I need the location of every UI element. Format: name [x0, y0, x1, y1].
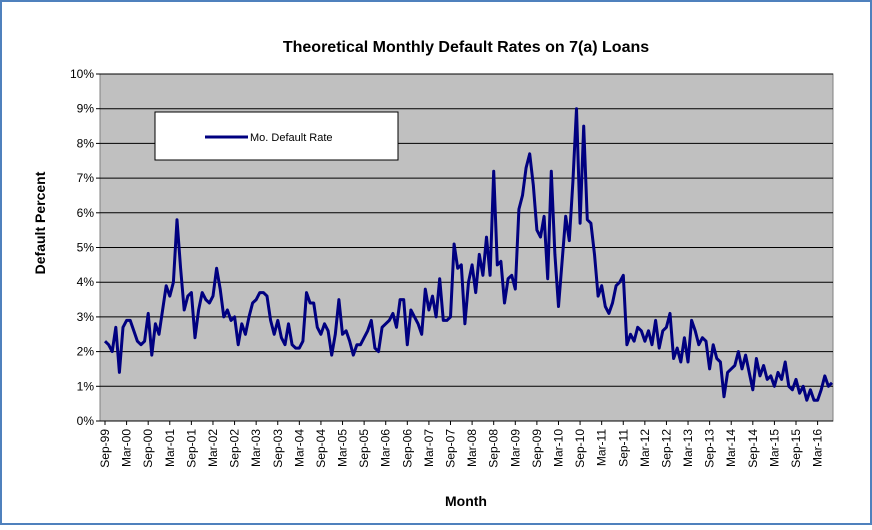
x-tick-label: Sep-04 — [314, 429, 328, 468]
y-tick-label: 5% — [77, 241, 95, 255]
x-tick-label: Sep-14 — [746, 429, 760, 468]
x-tick-label: Mar-04 — [292, 429, 306, 467]
x-tick-label: Mar-06 — [379, 429, 393, 467]
x-tick-label: Sep-11 — [616, 429, 630, 467]
y-tick-label: 0% — [77, 414, 95, 428]
x-tick-label: Mar-02 — [206, 429, 220, 467]
x-tick-label: Sep-13 — [703, 429, 717, 468]
x-tick-label: Mar-03 — [249, 429, 263, 467]
x-tick-label: Mar-14 — [724, 429, 738, 467]
y-tick-label: 7% — [77, 171, 95, 185]
x-tick-label: Sep-05 — [357, 429, 371, 468]
x-tick-label: Sep-01 — [184, 429, 198, 468]
x-tick-label: Sep-07 — [444, 429, 458, 468]
x-tick-label: Mar-15 — [767, 429, 781, 467]
y-tick-label: 1% — [77, 379, 95, 393]
legend: Mo. Default Rate — [154, 111, 399, 161]
series — [103, 107, 834, 402]
x-tick-label: Mar-05 — [336, 429, 350, 467]
series-line — [103, 107, 834, 402]
y-axis-title: Default Percent — [32, 171, 48, 274]
x-tick-label: Mar-07 — [422, 429, 436, 467]
y-tick-label: 2% — [77, 345, 95, 359]
x-tick-label: Sep-02 — [228, 429, 242, 468]
y-tick-label: 10% — [70, 67, 94, 81]
x-tick-label: Mar-01 — [163, 429, 177, 467]
y-tick-label: 4% — [77, 275, 95, 289]
y-tick-label: 6% — [77, 206, 95, 220]
x-tick-label: Sep-03 — [271, 429, 285, 468]
x-tick-label: Sep-08 — [487, 429, 501, 468]
x-axis-title: Month — [445, 493, 487, 509]
y-tick-label: 9% — [77, 102, 95, 116]
x-tick-label: Mar-11 — [595, 429, 609, 466]
x-tick-label: Mar-09 — [508, 429, 522, 467]
x-tick-label: Sep-06 — [400, 429, 414, 468]
y-tick-label: 8% — [77, 136, 95, 150]
x-tick-label: Sep-12 — [659, 429, 673, 468]
x-tick-label: Sep-09 — [530, 429, 544, 468]
x-tick-label: Mar-10 — [551, 429, 565, 467]
x-tick-label: Mar-12 — [638, 429, 652, 467]
x-tick-label: Sep-15 — [789, 429, 803, 468]
x-tick-label: Sep-99 — [98, 429, 112, 468]
x-tick-label: Sep-10 — [573, 429, 587, 468]
x-tick-label: Mar-00 — [120, 429, 134, 467]
x-tick-label: Mar-13 — [681, 429, 695, 467]
y-tick-label: 3% — [77, 310, 95, 324]
chart-title: Theoretical Monthly Default Rates on 7(a… — [283, 39, 649, 56]
x-tick-label: Sep-00 — [141, 429, 155, 468]
x-tick-label: Mar-16 — [811, 429, 825, 467]
legend-label: Mo. Default Rate — [250, 132, 333, 144]
legend-box — [154, 111, 399, 161]
x-tick-label: Mar-08 — [465, 429, 479, 467]
